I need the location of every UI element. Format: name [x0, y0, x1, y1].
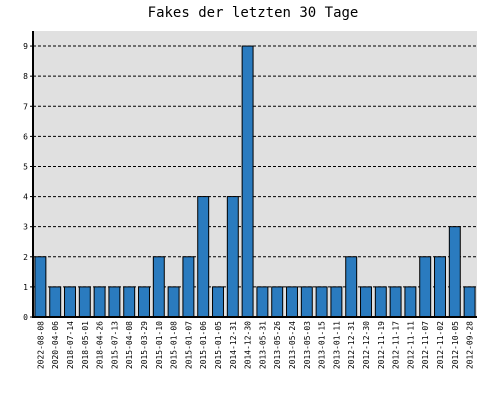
- bar: [49, 286, 62, 318]
- x-tick-label: 2012-11-19: [377, 321, 386, 369]
- bar: [419, 256, 432, 318]
- bar: [182, 256, 195, 318]
- y-tick-label: 4: [23, 193, 28, 202]
- x-tick-label: 2012-11-02: [436, 321, 445, 369]
- x-tick-label: 2018-07-14: [66, 321, 75, 369]
- y-tick-label: 0: [23, 313, 28, 322]
- gridlines: [33, 45, 477, 288]
- bar: [374, 286, 387, 318]
- bar: [330, 286, 343, 318]
- x-tick-label: 2013-05-24: [288, 321, 297, 369]
- x-tick-label: 2012-11-11: [406, 321, 415, 369]
- bar: [256, 286, 269, 318]
- bar: [167, 286, 180, 318]
- x-tick-label: 2012-09-28: [466, 321, 475, 369]
- x-tick-label: 2018-04-26: [96, 321, 105, 369]
- x-tick-label: 2015-01-06: [199, 321, 208, 369]
- bar: [448, 226, 461, 318]
- bars: [34, 45, 476, 318]
- x-tick-label: 2015-01-10: [155, 321, 164, 369]
- bar: [345, 256, 358, 318]
- bar: [360, 286, 372, 318]
- bar: [300, 286, 313, 318]
- bar: [434, 256, 446, 318]
- bar: [34, 256, 47, 318]
- bar: [93, 286, 106, 318]
- x-tick-label: 2013-05-03: [303, 321, 312, 369]
- bar: [138, 286, 150, 318]
- bar: [78, 286, 91, 318]
- y-tick-label: 6: [23, 132, 28, 141]
- bar: [212, 286, 224, 318]
- y-tick-label: 8: [23, 72, 28, 81]
- y-tick-label: 7: [23, 102, 28, 111]
- x-tick-label: 2012-12-30: [362, 321, 371, 369]
- x-tick-label: 2015-01-05: [214, 321, 223, 369]
- y-tick-labels: 0 1 2 3 4 5 6 7 8 9: [23, 42, 33, 322]
- bar: [389, 286, 402, 318]
- x-tick-label: 2015-01-07: [184, 321, 193, 369]
- x-tick-label: 2014-12-31: [229, 321, 238, 369]
- x-tick-label: 2012-11-07: [421, 321, 430, 369]
- y-tick-label: 2: [23, 253, 28, 262]
- bar: [226, 196, 239, 318]
- y-tick-label: 3: [23, 223, 28, 232]
- x-tick-label: 2013-05-26: [273, 321, 282, 369]
- y-tick-label: 1: [23, 283, 28, 292]
- bar: [197, 196, 210, 318]
- x-tick-label: 2022-08-08: [36, 321, 45, 369]
- bar: [463, 286, 476, 318]
- x-tick-label: 2015-04-08: [125, 321, 134, 369]
- x-tick-labels: 2022-08-08 2020-04-06 2018-07-14 2018-05-01…: [36, 321, 474, 369]
- bar: [152, 256, 165, 318]
- chart-title: Fakes der letzten 30 Tage: [148, 5, 359, 21]
- x-tick-label: 2012-12-31: [347, 321, 356, 369]
- x-tick-label: 2018-05-01: [81, 321, 90, 369]
- x-tick-label: 2015-03-29: [140, 321, 149, 369]
- x-tick-label: 2015-07-13: [110, 321, 119, 369]
- bar: [404, 286, 417, 318]
- axes: [32, 31, 477, 318]
- x-tick-label: 2012-10-05: [451, 321, 460, 369]
- bar: [123, 286, 136, 318]
- x-tick-label: 2015-01-08: [170, 321, 179, 369]
- y-tick-label: 9: [23, 42, 28, 51]
- bar: [286, 286, 298, 318]
- y-tick-label: 5: [23, 162, 28, 171]
- x-tick-label: 2013-01-11: [332, 321, 341, 369]
- bar: [315, 286, 328, 318]
- x-tick-label: 2013-01-15: [318, 321, 327, 369]
- x-tick-label: 2012-11-17: [392, 321, 401, 369]
- bar: [64, 286, 76, 318]
- bar: [271, 286, 284, 318]
- plot-background: [33, 31, 477, 317]
- bar: [241, 45, 254, 318]
- x-tick-label: 2014-12-30: [244, 321, 253, 369]
- x-tick-label: 2020-04-06: [51, 321, 60, 369]
- x-tick-label: 2013-05-31: [258, 321, 267, 369]
- bar: [108, 286, 121, 318]
